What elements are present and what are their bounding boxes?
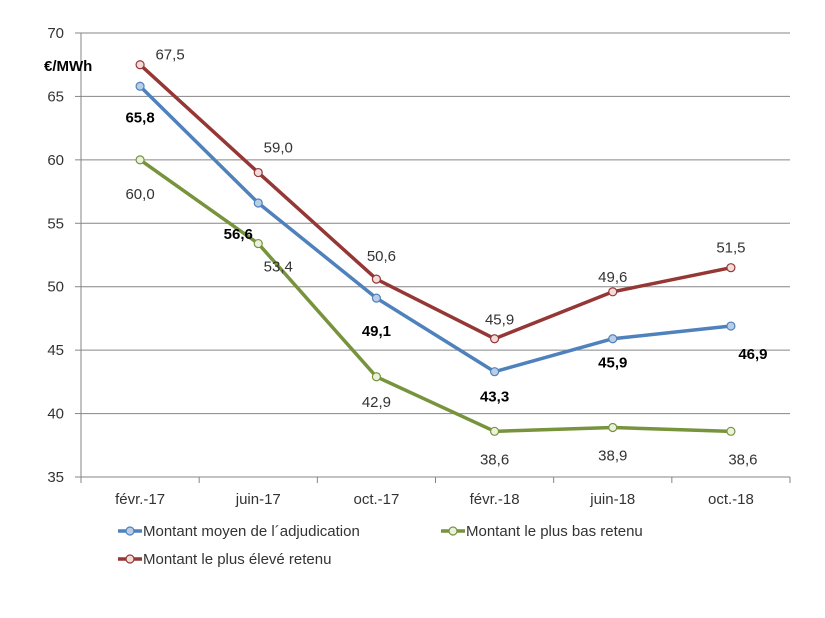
legend-label-2: Montant le plus élevé retenu	[143, 551, 331, 568]
y-tick-label: 45	[47, 342, 64, 359]
series-0-label-5: 46,9	[738, 346, 767, 363]
series-0-label-2: 49,1	[362, 323, 391, 340]
series-0-label-1: 56,6	[224, 226, 253, 243]
series-2-point-3	[489, 334, 500, 344]
series-line-0	[138, 84, 733, 374]
legend: Montant moyen de l´adjudication Montant l…	[118, 523, 643, 568]
series-2-point-0	[135, 60, 145, 70]
legend-marker-0	[125, 526, 135, 536]
series-0-label-0: 65,8	[125, 109, 154, 126]
legend-label-1: Montant le plus bas retenu	[466, 523, 643, 540]
series-2-label-3: 45,9	[485, 312, 514, 329]
y-tick-label: 55	[47, 215, 64, 232]
series-1-label-4: 38,9	[598, 448, 627, 465]
series-1-label-5: 38,6	[728, 451, 757, 468]
y-tick-label: 60	[47, 152, 64, 169]
series-0-point-0	[135, 81, 145, 91]
series-markers	[135, 60, 736, 436]
series-0-point-5	[726, 321, 736, 331]
y-tick-label: 50	[47, 279, 64, 296]
series-line-1	[138, 158, 733, 434]
y-tick-label: 40	[47, 406, 64, 423]
series-2-point-5	[726, 263, 736, 273]
y-tick-label: 35	[47, 469, 64, 486]
legend-marker-1	[448, 526, 458, 536]
series-2-label-5: 51,5	[716, 240, 745, 257]
series-1-point-3	[489, 426, 500, 436]
series-2-label-0: 67,5	[155, 47, 184, 64]
legend-marker-2	[125, 554, 135, 564]
series-1-label-3: 38,6	[480, 451, 509, 468]
gridlines	[81, 32, 790, 478]
series-0-point-1	[253, 198, 263, 208]
x-tick-label: juin-18	[589, 491, 635, 508]
series-2-label-1: 59,0	[264, 140, 293, 157]
series-0-label-4: 45,9	[598, 355, 627, 372]
x-tick-label: oct.-18	[708, 491, 754, 508]
series-2-label-4: 49,6	[598, 269, 627, 286]
series-1-label-2: 42,9	[362, 394, 391, 411]
series-1-label-0: 60,0	[125, 186, 154, 203]
legend-label-0: Montant moyen de l´adjudication	[143, 523, 360, 540]
y-unit-label: €/MWh	[44, 58, 92, 75]
series-1-point-2	[371, 372, 382, 382]
data-labels: 65,8 56,6 49,1 43,3 45,9 46,9 60,0 53,4 42,9 38,6…	[125, 47, 767, 469]
series-1-point-0	[135, 155, 145, 165]
series-0-point-2	[371, 293, 382, 303]
series-lines	[138, 62, 733, 434]
y-tick-label: 65	[47, 88, 64, 105]
x-tick-label: oct.-17	[353, 491, 399, 508]
series-1-point-5	[726, 426, 736, 436]
series-2-label-2: 50,6	[367, 248, 396, 265]
series-2-point-1	[253, 167, 263, 178]
axes: 35 40 45 50 55 60 65 70 févr.-17 juin-17 oct.-17 fé…	[47, 25, 791, 508]
y-tick-label: 70	[47, 25, 64, 42]
series-0-label-3: 43,3	[480, 389, 509, 406]
series-2-point-4	[608, 287, 618, 297]
x-tick-label: juin-17	[235, 491, 281, 508]
series-0-point-4	[608, 334, 618, 344]
series-2-point-2	[371, 274, 382, 284]
x-tick-label: févr.-18	[470, 491, 520, 508]
x-tick-label: févr.-17	[115, 491, 165, 508]
series-0-point-3	[489, 367, 500, 377]
series-1-point-1	[253, 238, 263, 249]
series-1-point-4	[608, 422, 618, 433]
series-1-label-1: 53,4	[264, 259, 293, 276]
series-line-2	[138, 62, 733, 341]
